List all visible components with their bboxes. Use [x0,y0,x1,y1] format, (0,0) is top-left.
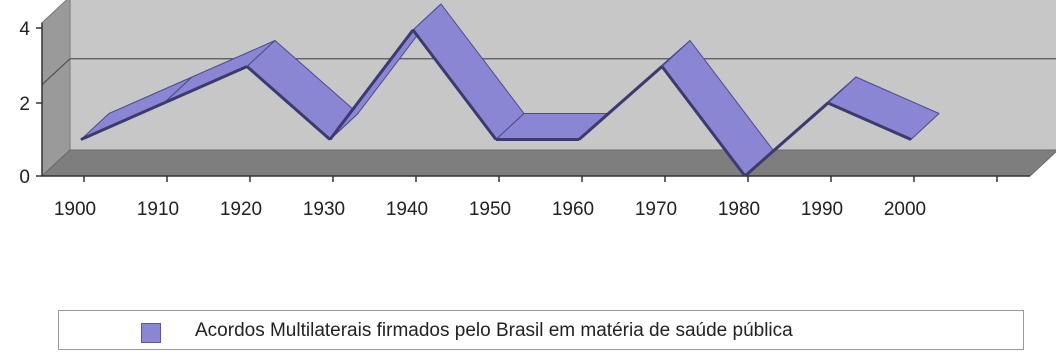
y-tick-label: 2 [19,94,30,115]
x-tick-label: 1900 [54,199,96,220]
x-tick-label: 1930 [303,199,345,220]
side-wall [41,0,71,178]
x-tick-label: 1990 [801,199,843,220]
ribbon-edge [827,101,912,141]
legend-label: Acordos Multilaterais firmados pelo Bras… [195,320,793,341]
ribbon-edge [660,65,747,177]
ribbon-edge [328,29,415,141]
ribbon-edge [578,65,663,141]
x-tick-label: 1940 [386,199,428,220]
ribbon-edge [80,101,165,141]
chart-floor [40,149,1056,177]
gridline-side [41,58,71,86]
chart-plot: 0 2 4 1900 1910 1920 1930 1940 1950 1960 1970 1980 1… [19,0,1056,220]
x-tick-label: 1970 [635,199,677,220]
x-tick-label: 1910 [137,199,179,220]
x-tick-label: 1920 [220,199,262,220]
x-tick-label: 1980 [718,199,760,220]
ribbon-edge [411,29,498,141]
x-tick-label: 1960 [552,199,594,220]
x-tick-label: 1950 [469,199,511,220]
ribbon-edge [163,65,248,105]
y-tick-label: 0 [19,167,30,188]
ribbon-edge [744,101,829,178]
y-tick-label: 4 [19,19,30,40]
x-tick-label: 2000 [884,199,926,220]
legend: Acordos Multilaterais firmados pelo Bras… [58,310,1024,350]
legend-swatch [141,323,161,343]
ribbon-edge [246,65,331,141]
